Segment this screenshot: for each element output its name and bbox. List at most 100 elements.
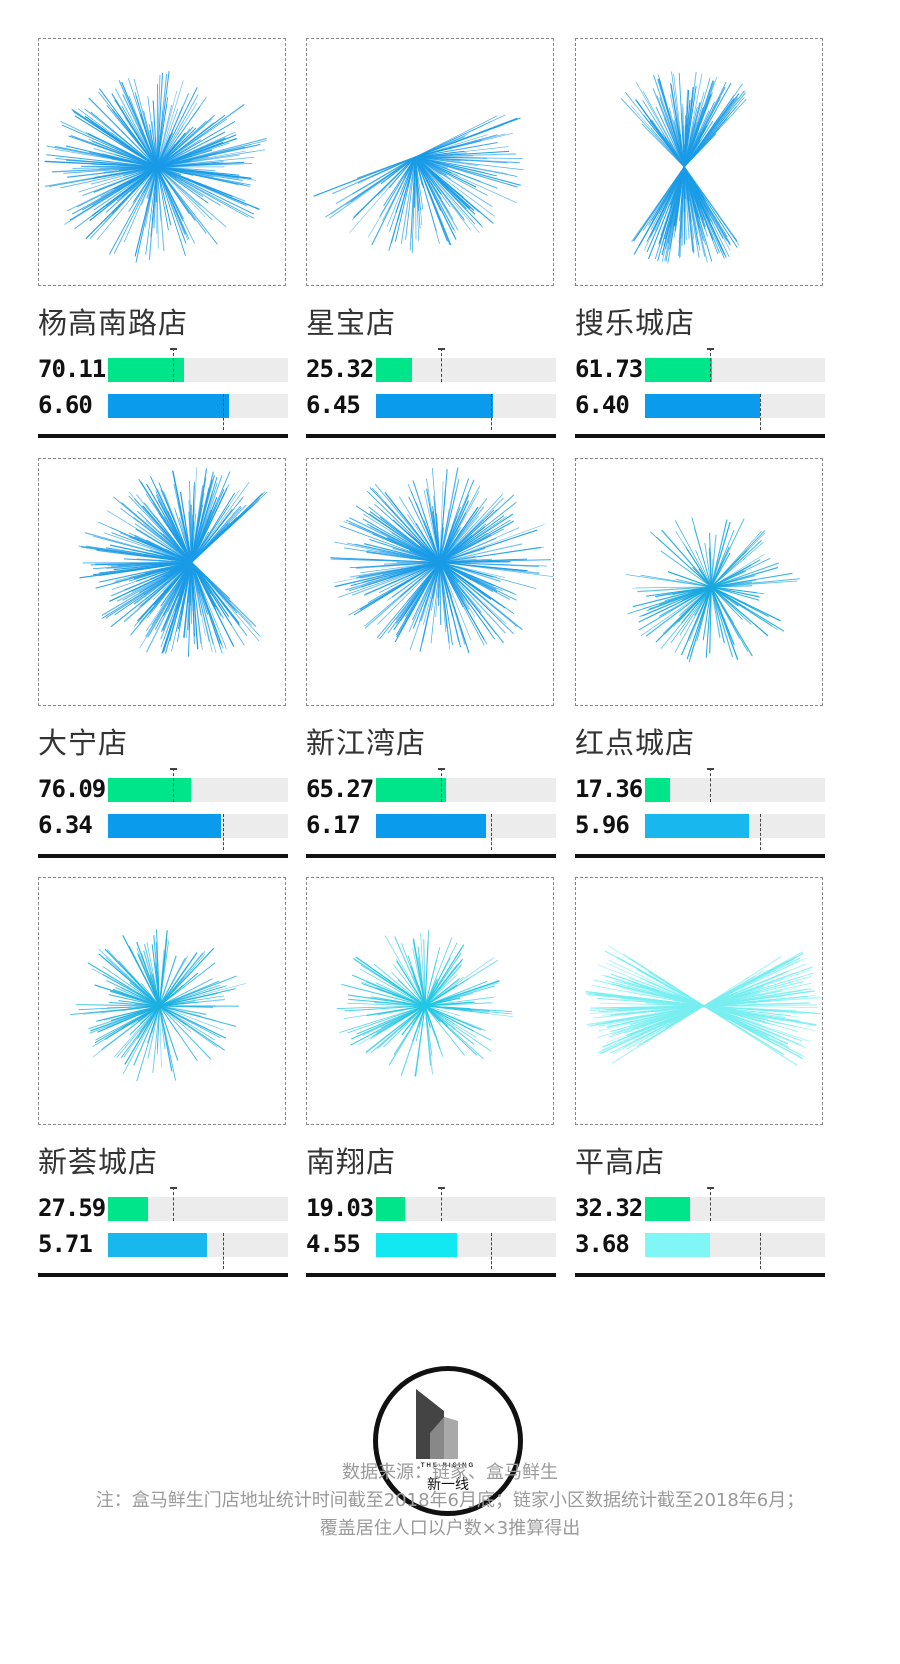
- ray: [149, 549, 192, 563]
- logo-brand-cn: 新一线: [427, 1477, 469, 1493]
- ray: [424, 982, 500, 1007]
- ray: [703, 1005, 816, 1027]
- ray: [384, 502, 441, 563]
- radial-rays: [44, 71, 267, 263]
- ray: [102, 966, 160, 1007]
- ray: [435, 513, 441, 563]
- ray: [439, 524, 460, 563]
- bottom-value: 5.96: [575, 811, 630, 839]
- ray: [683, 166, 738, 248]
- ray: [190, 562, 216, 608]
- ray: [156, 108, 179, 168]
- ray: [631, 166, 685, 242]
- ray: [174, 507, 192, 563]
- ray: [106, 949, 160, 1007]
- ray: [156, 166, 169, 231]
- ray: [710, 586, 740, 639]
- ray: [415, 156, 495, 217]
- ray: [152, 166, 158, 222]
- ray: [374, 483, 441, 563]
- ray: [710, 586, 743, 621]
- ray: [415, 133, 468, 158]
- top-bar: [645, 778, 671, 802]
- store-name: 红点城店: [575, 726, 696, 760]
- bar-track: [645, 348, 825, 382]
- radial-rays: [70, 929, 247, 1082]
- ray: [683, 92, 746, 168]
- ray: [123, 562, 192, 623]
- ray: [101, 561, 192, 616]
- bar-row: 19.03: [306, 1187, 556, 1221]
- ray: [159, 962, 216, 1007]
- ray: [353, 561, 441, 616]
- ray: [351, 561, 441, 596]
- ray: [683, 166, 721, 254]
- ray: [414, 156, 476, 225]
- ray: [156, 139, 202, 168]
- ray: [439, 546, 542, 563]
- ray: [615, 980, 705, 1007]
- ray: [678, 586, 712, 594]
- ray: [597, 964, 705, 1007]
- ray: [703, 1005, 724, 1019]
- radial-plot: [306, 38, 554, 286]
- bar-track: [108, 348, 288, 382]
- ray: [91, 140, 158, 168]
- reference-marker: [169, 1187, 177, 1221]
- ray: [156, 166, 206, 218]
- ray: [158, 1005, 173, 1072]
- ray: [704, 542, 712, 587]
- ray: [378, 561, 441, 594]
- ray: [117, 561, 192, 567]
- ray: [356, 1005, 426, 1035]
- ray: [159, 1005, 212, 1060]
- ray: [702, 586, 712, 641]
- ray: [683, 133, 689, 167]
- ray: [425, 996, 495, 1007]
- top-bar: [108, 778, 191, 802]
- radial-plot: [306, 458, 554, 706]
- ray: [382, 561, 440, 576]
- reference-marker: [491, 1233, 493, 1269]
- ray: [439, 498, 488, 563]
- ray: [439, 543, 523, 563]
- footer-note-line1: 注：盒马鲜生门店地址统计时间截至2018年6月底；链家小区数据统计截至2018年…: [95, 1490, 805, 1511]
- ray: [430, 562, 441, 644]
- ray: [383, 156, 416, 207]
- ray: [418, 1005, 426, 1028]
- ray: [424, 980, 488, 1007]
- bottom-bar: [376, 394, 493, 418]
- ray: [410, 966, 426, 1007]
- bar-row: 70.11: [38, 348, 288, 382]
- reference-marker: [760, 394, 762, 430]
- ray: [109, 561, 192, 602]
- ray: [124, 1005, 161, 1065]
- ray: [405, 157, 416, 240]
- ray: [414, 1005, 426, 1077]
- ray: [703, 1003, 809, 1007]
- ray: [123, 558, 192, 563]
- bar-row: 27.59: [38, 1187, 288, 1221]
- ray: [349, 561, 440, 569]
- reference-marker: [706, 1187, 714, 1221]
- ray: [191, 483, 230, 563]
- ray: [84, 108, 158, 168]
- reference-marker: [437, 348, 445, 382]
- ray: [156, 166, 247, 207]
- ray: [157, 162, 253, 168]
- ray: [139, 1005, 160, 1033]
- reference-marker: [223, 394, 225, 430]
- bar-row: 6.60: [38, 392, 288, 430]
- ray: [99, 154, 158, 168]
- reference-marker: [760, 814, 762, 850]
- ray: [652, 88, 685, 168]
- ray: [424, 947, 441, 1007]
- ray: [637, 586, 712, 593]
- store-name: 新江湾店: [306, 726, 427, 760]
- ray: [652, 586, 712, 616]
- ray: [683, 117, 720, 168]
- ray: [710, 586, 735, 646]
- radial-rays: [78, 467, 268, 657]
- ray: [608, 959, 705, 1007]
- ray: [439, 561, 503, 592]
